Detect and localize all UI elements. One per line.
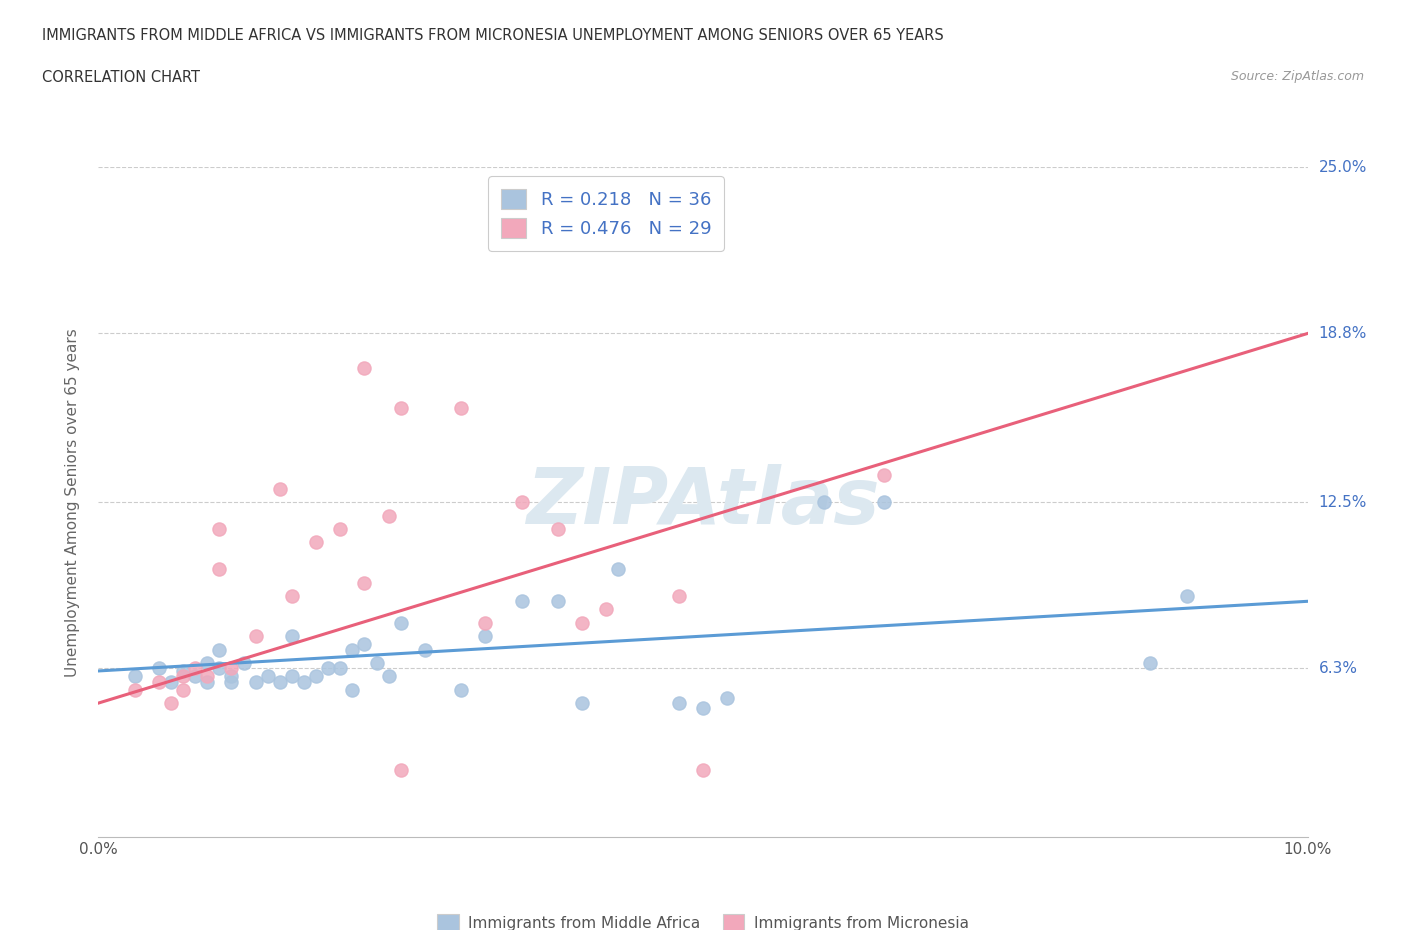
Point [692, 763, 714, 777]
Point [389, 763, 412, 777]
Point [873, 468, 896, 483]
Point [305, 535, 328, 550]
Point [221, 669, 243, 684]
Point [377, 669, 399, 684]
Point [329, 661, 352, 676]
Point [813, 495, 835, 510]
Point [160, 696, 183, 711]
Point [873, 495, 896, 510]
Point [195, 674, 218, 689]
Point [208, 562, 231, 577]
Point [353, 575, 375, 590]
Point [353, 637, 375, 652]
Point [221, 674, 243, 689]
Point [510, 594, 533, 609]
Point [172, 683, 194, 698]
Point [450, 401, 472, 416]
Text: 18.8%: 18.8% [1319, 326, 1367, 341]
Y-axis label: Unemployment Among Seniors over 65 years: Unemployment Among Seniors over 65 years [65, 328, 80, 677]
Text: IMMIGRANTS FROM MIDDLE AFRICA VS IMMIGRANTS FROM MICRONESIA UNEMPLOYMENT AMONG S: IMMIGRANTS FROM MIDDLE AFRICA VS IMMIGRA… [42, 28, 943, 43]
Point [124, 683, 146, 698]
Point [184, 661, 207, 676]
Text: 25.0%: 25.0% [1319, 160, 1367, 175]
Text: CORRELATION CHART: CORRELATION CHART [42, 70, 200, 85]
Point [607, 562, 630, 577]
Point [305, 669, 328, 684]
Point [208, 522, 231, 537]
Point [377, 508, 399, 523]
Point [571, 696, 593, 711]
Point [668, 696, 690, 711]
Point [281, 589, 304, 604]
Point [232, 656, 254, 671]
Point [184, 669, 207, 684]
Point [595, 602, 617, 617]
Point [474, 616, 496, 631]
Point [208, 642, 231, 657]
Point [366, 656, 388, 671]
Point [245, 629, 267, 644]
Point [172, 669, 194, 684]
Point [269, 674, 291, 689]
Text: Source: ZipAtlas.com: Source: ZipAtlas.com [1230, 70, 1364, 83]
Point [342, 642, 364, 657]
Point [692, 701, 714, 716]
Point [245, 674, 267, 689]
Text: 12.5%: 12.5% [1319, 495, 1367, 510]
Legend: Immigrants from Middle Africa, Immigrants from Micronesia: Immigrants from Middle Africa, Immigrant… [429, 905, 977, 930]
Point [342, 683, 364, 698]
Point [221, 661, 243, 676]
Point [547, 522, 569, 537]
Point [329, 522, 352, 537]
Point [269, 482, 291, 497]
Point [547, 594, 569, 609]
Point [148, 661, 170, 676]
Point [281, 669, 304, 684]
Point [208, 661, 231, 676]
Point [160, 674, 183, 689]
Point [195, 656, 218, 671]
Point [195, 669, 218, 684]
Point [148, 674, 170, 689]
Point [510, 495, 533, 510]
Point [281, 629, 304, 644]
Point [668, 589, 690, 604]
Text: ZIPAtlas: ZIPAtlas [526, 464, 880, 540]
Point [172, 663, 194, 678]
Point [413, 642, 436, 657]
Point [474, 629, 496, 644]
Point [716, 690, 738, 705]
Text: 6.3%: 6.3% [1319, 660, 1358, 676]
Point [571, 616, 593, 631]
Point [124, 669, 146, 684]
Point [450, 683, 472, 698]
Point [353, 361, 375, 376]
Point [1139, 656, 1161, 671]
Point [316, 661, 339, 676]
Point [389, 616, 412, 631]
Point [1175, 589, 1198, 604]
Point [389, 401, 412, 416]
Point [292, 674, 315, 689]
Point [256, 669, 278, 684]
